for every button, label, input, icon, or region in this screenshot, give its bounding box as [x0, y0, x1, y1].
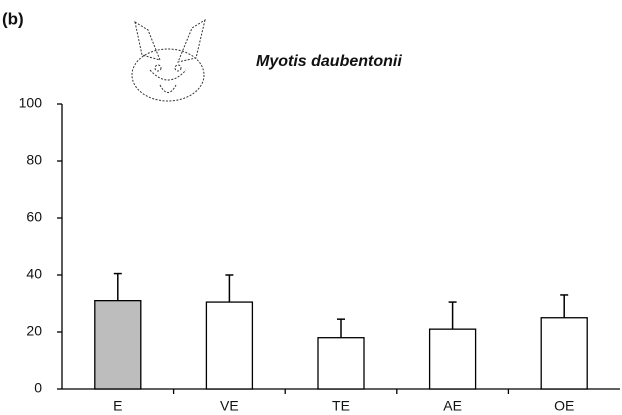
bar — [541, 318, 587, 389]
chart-title: Myotis daubentonii — [256, 53, 402, 70]
bar — [430, 329, 476, 389]
x-tick-label: VE — [220, 398, 239, 414]
y-tick-label: 100 — [19, 95, 43, 111]
x-tick-label: TE — [332, 398, 350, 414]
y-tick-label: 20 — [26, 323, 42, 339]
panel-label: (b) — [2, 9, 24, 28]
x-tick-label: OE — [554, 398, 574, 414]
bar — [206, 302, 252, 389]
chart: (b) Myotis daubentonii 0 20 40 60 80 100 E VE TE… — [0, 0, 622, 415]
y-tick-label: 80 — [26, 152, 42, 168]
x-tick-label: E — [113, 398, 122, 414]
bat-sketch — [132, 20, 205, 101]
bar — [318, 338, 364, 389]
x-tick-label: AE — [443, 398, 462, 414]
bar — [95, 301, 141, 389]
y-tick-label: 0 — [34, 380, 42, 396]
y-tick-label: 40 — [26, 266, 42, 282]
y-tick-label: 60 — [26, 209, 42, 225]
